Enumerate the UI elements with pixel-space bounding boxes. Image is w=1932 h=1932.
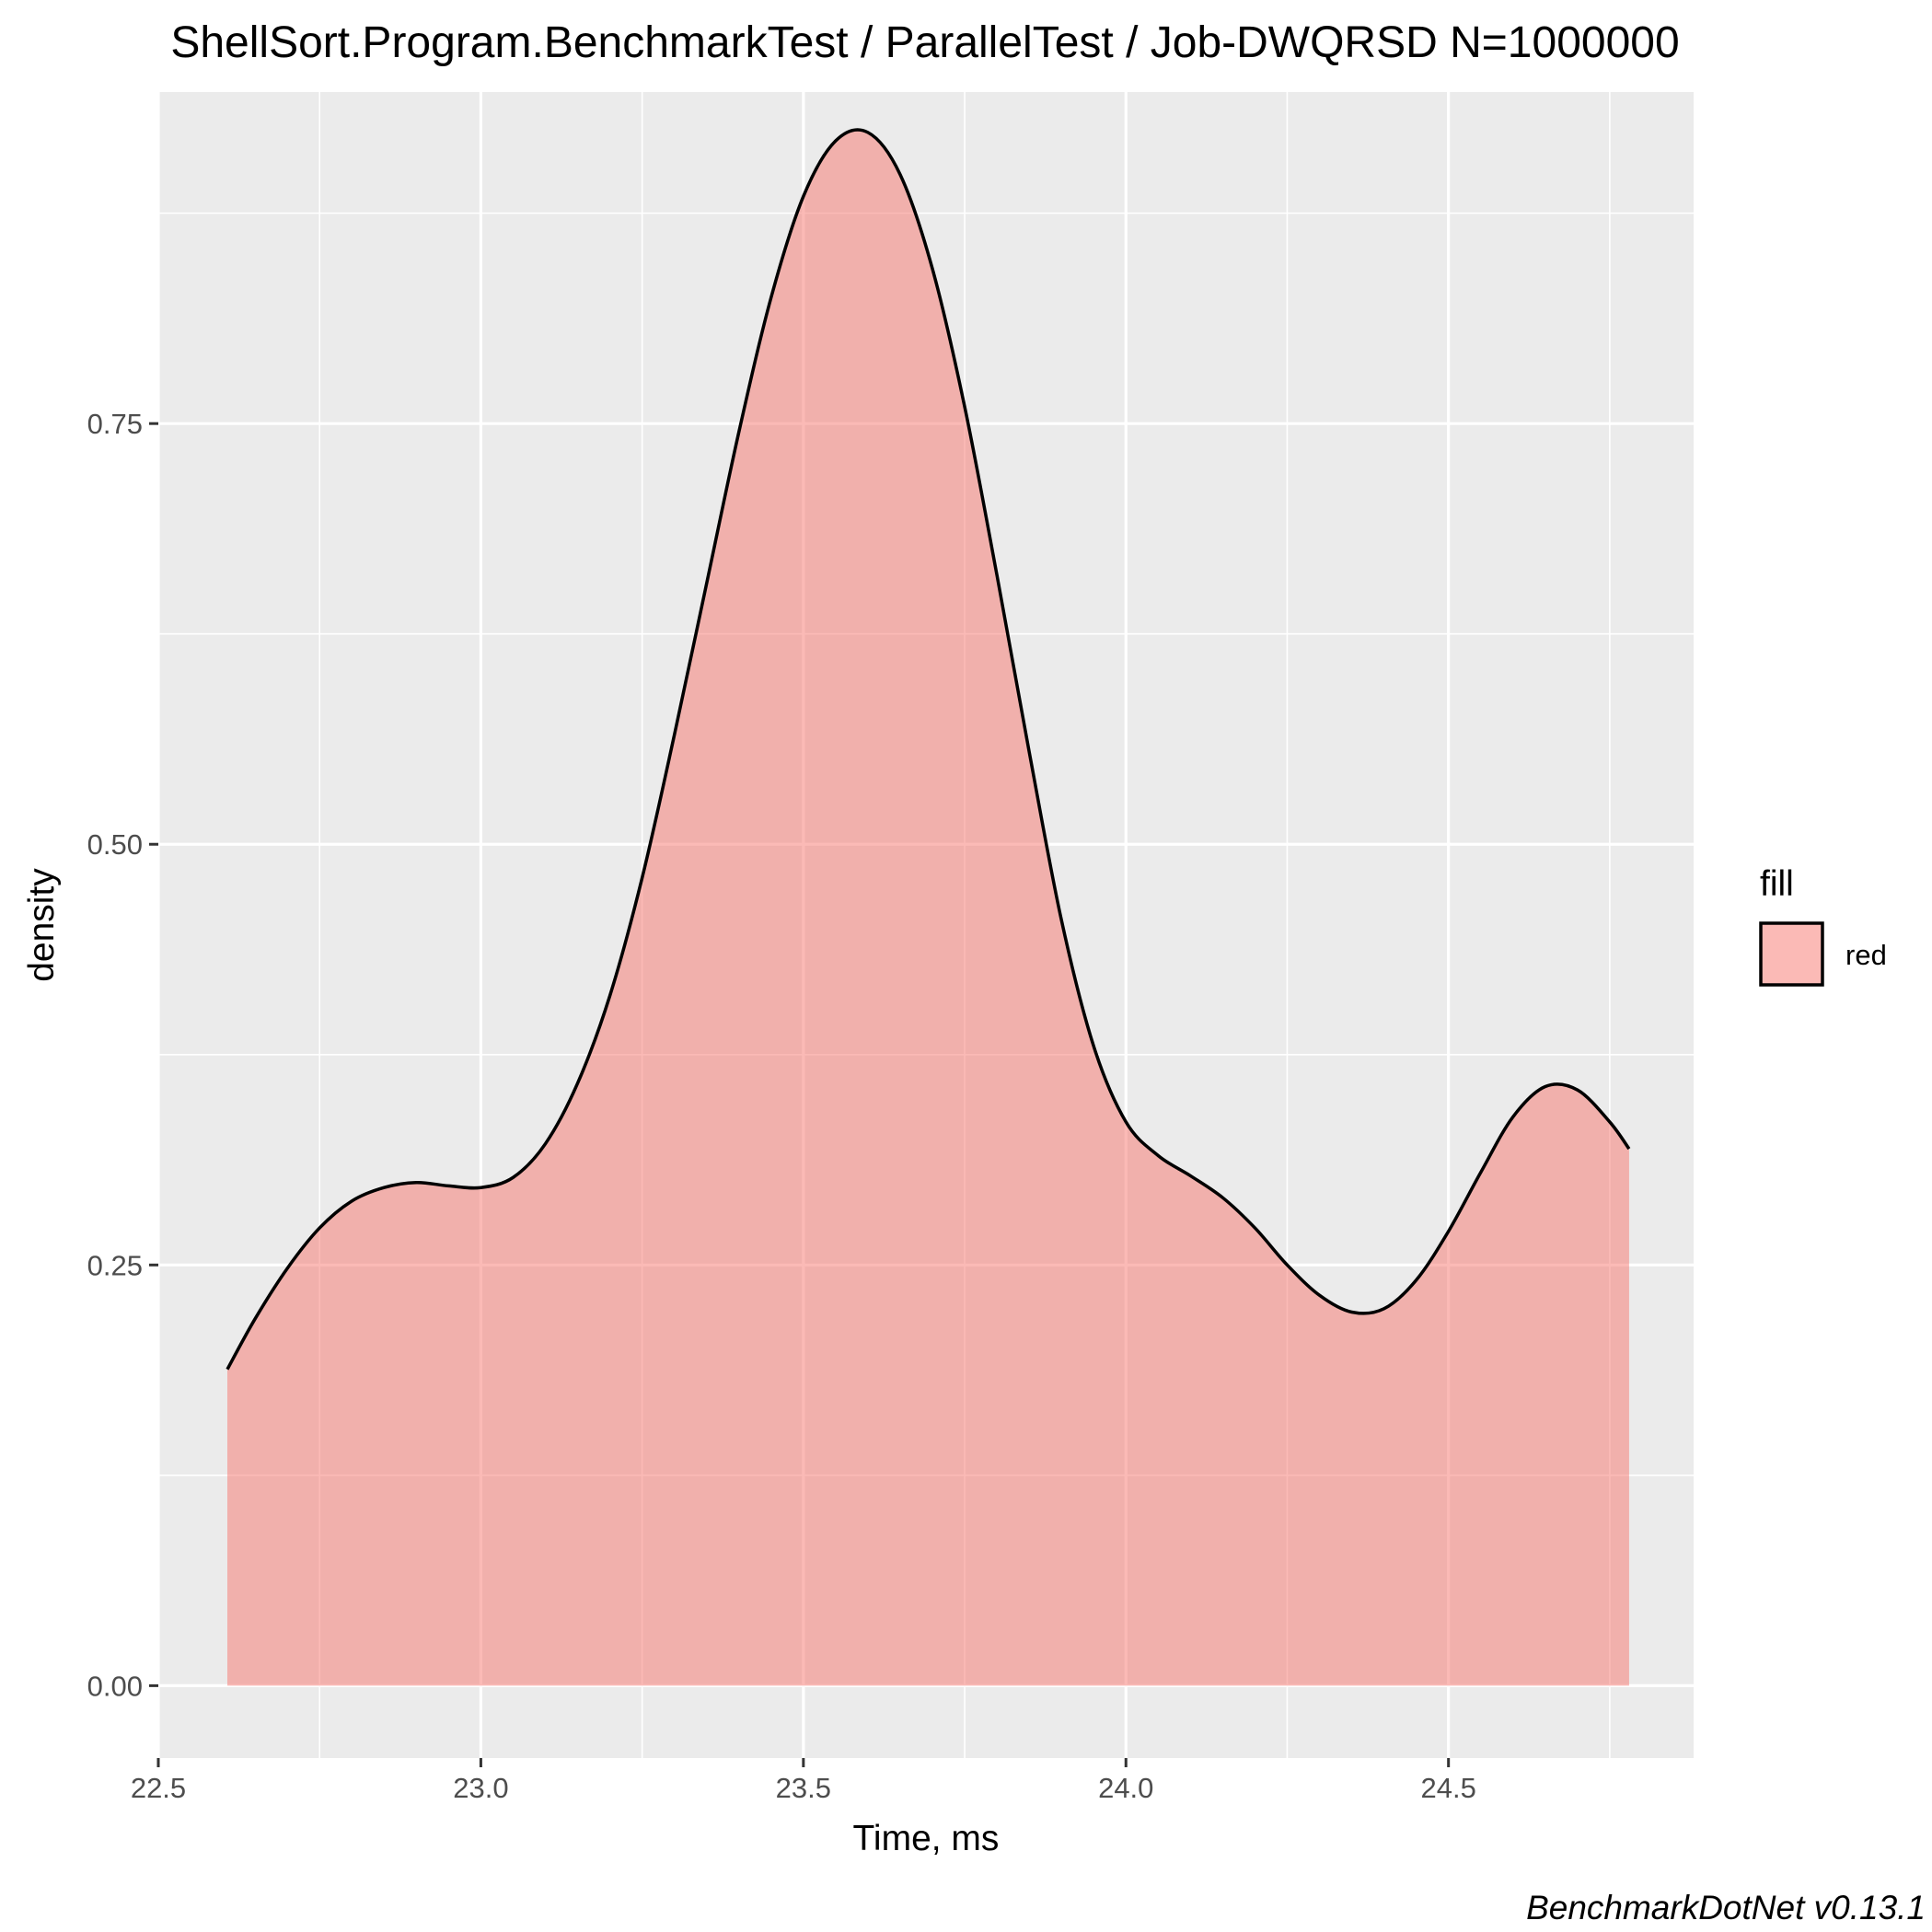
- y-axis-title: density: [22, 868, 62, 982]
- legend-title: fill: [1760, 864, 1794, 904]
- x-tick-label: 24.0: [1098, 1772, 1153, 1804]
- y-axis: 0.00 0.25 0.50 0.75: [87, 408, 158, 1702]
- y-tick-label: 0.50: [87, 828, 143, 861]
- y-tick-label: 0.00: [87, 1670, 143, 1702]
- x-tick-label: 24.5: [1421, 1772, 1476, 1804]
- legend-key-red: [1759, 921, 1824, 987]
- x-axis-title: Time, ms: [853, 1819, 1000, 1858]
- density-layer: [226, 128, 1631, 1686]
- chart-title: ShellSort.Program.BenchmarkTest / Parall…: [170, 18, 1679, 67]
- x-tick-label: 22.5: [131, 1772, 186, 1804]
- x-axis: 22.5 23.0 23.5 24.0 24.5: [131, 1758, 1476, 1804]
- legend-label-red: red: [1845, 939, 1887, 971]
- density-curve: [226, 128, 1631, 1371]
- x-tick-label: 23.5: [776, 1772, 831, 1804]
- y-tick-label: 0.25: [87, 1249, 143, 1281]
- density-area: [226, 129, 1629, 1686]
- caption: BenchmarkDotNet v0.13.1: [1526, 1889, 1926, 1926]
- legend: fill red: [1759, 864, 1887, 987]
- x-tick-label: 23.0: [453, 1772, 508, 1804]
- y-tick-label: 0.75: [87, 408, 143, 440]
